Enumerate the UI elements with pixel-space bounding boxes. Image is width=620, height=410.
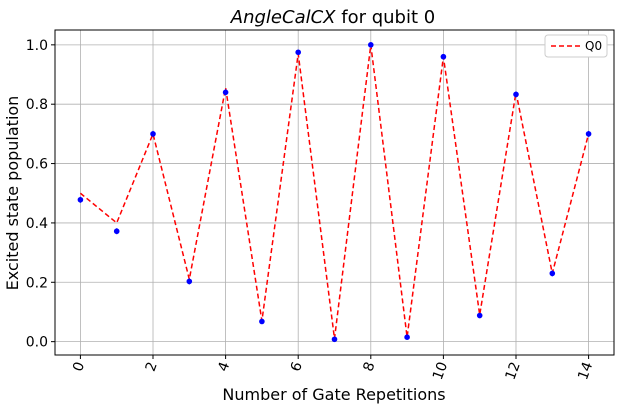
ticks: 0 2 4 6 8 10 12 14 0.0 0.2 0.4 0.6 0.8 1.0 [26,38,597,382]
fit-line-q0 [79,44,590,339]
data-point [77,196,84,203]
legend: Q0 [544,34,608,58]
x-axis-label: Number of Gate Repetitions [222,385,445,404]
grid [55,30,614,355]
data-point [259,318,265,325]
data-point [113,228,120,235]
data-point [513,91,519,98]
data-point [186,278,193,285]
x-tick-label: 14 [575,360,596,382]
data-point [331,336,338,343]
data-point [367,42,374,48]
data-point [549,270,556,277]
x-tick-label: 4 [215,360,233,374]
y-axis-label: Excited state population [3,96,22,291]
x-tick-label: 12 [503,360,524,382]
x-tick-label: 0 [70,360,88,374]
chart-title: AngleCalCX for qubit 0 [230,7,435,28]
x-tick-label: 6 [288,360,306,374]
legend-label-q0: Q0 [585,39,602,53]
plot-frame [54,29,615,356]
x-tick-label: 2 [143,360,161,374]
data-point [404,334,410,340]
x-tick-label: 8 [360,360,378,374]
data-point [585,131,592,137]
data-point [295,49,302,56]
data-point [440,53,447,60]
y-tick-label: 0.2 [26,275,48,291]
y-tick-label: 0.4 [26,216,48,232]
y-tick-label: 0.0 [26,335,48,351]
y-tick-label: 0.6 [26,157,48,173]
data-point [476,312,483,319]
x-tick-label: 10 [430,360,451,382]
chart-title-italic: AngleCalCX [230,7,336,28]
y-tick-label: 0.8 [26,97,48,113]
chart-title-rest: for qubit 0 [336,7,436,28]
data-point [150,131,156,137]
y-tick-label: 1.0 [26,38,48,54]
data-point [222,89,229,96]
series-layer [77,42,592,343]
